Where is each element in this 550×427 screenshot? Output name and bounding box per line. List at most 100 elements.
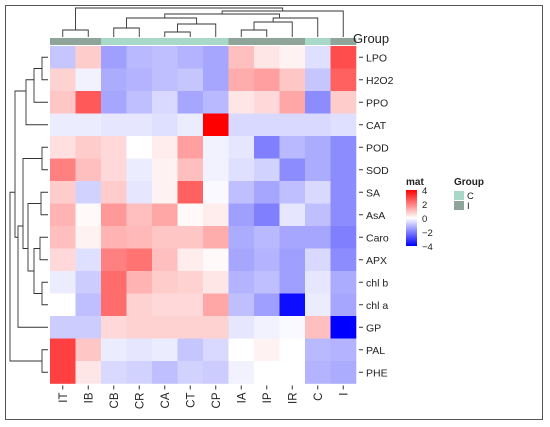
column-label: IP [262,392,274,403]
heatmap-cell-lpo-c [305,46,331,69]
heatmap-cell-gp-ir [279,316,306,339]
heatmap-cell-ppo-c [305,91,331,114]
row-label: H2O2 [366,75,394,87]
heatmap-cell-pal-ir [279,338,306,362]
heatmap-cell-sa-cp [203,181,229,204]
heatmap-cell-caro-ir [279,226,306,249]
heatmap-cell-gp-ip [254,316,280,339]
heatmap-cell-sod-cr [126,158,153,182]
heatmap-cell-asa-ca [152,203,178,227]
heatmap-cell-apx-ct [177,248,204,272]
group-annotation-cell [50,38,76,45]
group-legend-swatch [454,191,464,200]
dendrogram-branch [33,248,42,294]
dendrogram-branch [164,31,191,37]
heatmap-cell-ppo-i [330,91,357,114]
group-annotation-cell [126,38,153,45]
heatmap-cell-phe-cr [126,361,153,384]
heatmap-cell-pod-ia [228,136,255,159]
column-label: CP [211,392,223,408]
heatmap-cell-cat-ir [279,113,306,137]
heatmap-cell-caro-cp [203,226,229,249]
heatmap-cell-cat-cp [203,113,229,137]
heatmap-cell-sod-ct [177,158,204,182]
heatmap-cell-cat-ca [152,113,178,137]
heatmap-cell-pal-ip [254,338,280,362]
heatmap-cell-chl-b-i [330,271,357,294]
heatmap-cell-apx-ip [254,248,280,272]
heatmap-cell-chl-a-ip [254,293,280,317]
heatmap-cell-chl-a-ir [279,293,306,317]
heatmap-cell-apx-ca [152,248,178,272]
heatmap-cell-sa-ia [228,181,255,204]
heatmap-cell-cat-ia [228,113,255,137]
heatmap-cell-asa-c [305,203,331,227]
dendrogram-branch [41,349,48,373]
dendrogram-branch [40,191,48,216]
row-label: PPO [366,97,388,109]
heatmap-cell-gp-cb [101,316,127,339]
heatmap-cell-pal-c [305,338,331,362]
heatmap-cell-phe-i [330,361,357,384]
heatmap-cell-lpo-it [50,46,76,69]
group-legend: Group CI [454,177,484,212]
heatmap-cell-sod-cp [203,158,229,182]
heatmap-cell-caro-cr [126,226,153,249]
column-label: CT [185,393,197,408]
column-dendrogram [62,7,344,37]
heatmap-cell-caro-ia [228,226,255,249]
group-annotation-cell [228,38,255,45]
heatmap-cell-pod-i [330,136,357,159]
heatmap-cell-asa-cr [126,203,153,227]
heatmap-cell-chl-b-ia [228,271,255,294]
group-annotation-cell [330,38,357,45]
heatmap-cell-phe-c [305,361,331,384]
heatmap-cell-cat-it [50,113,76,137]
heatmap-cell-pod-cr [126,136,153,159]
heatmap-cell-lpo-cp [203,46,229,69]
dendrogram-branch [27,203,41,272]
heatmap-cell-pal-ib [75,338,102,362]
heatmap-cell-lpo-i [330,46,357,69]
heatmap-cell-sa-ir [279,181,306,204]
dendrogram-branch [75,7,284,30]
heatmap-cell-chl-a-ia [228,293,255,317]
heatmap-cell-h2o2-cp [203,68,229,92]
heatmap-cell-apx-cp [203,248,229,272]
heatmap-cell-chl-a-ib [75,293,102,317]
heatmap-cell-phe-cp [203,361,229,384]
dendrogram-branch [17,225,48,328]
heatmap-cell-phe-ca [152,361,178,384]
dendrogram-branch [272,17,319,37]
colorbar-tick-label: −2 [422,228,433,239]
row-dendrogram [9,56,48,373]
heatmap-cell-pal-i [330,338,357,362]
group-annotation-bar [50,38,357,45]
heatmap-cell-ppo-cb [101,91,127,114]
dendrogram-branch [41,56,48,81]
heatmap-cell-apx-cr [126,248,153,272]
heatmap-cell-sod-ca [152,158,178,182]
heatmap-cell-sod-cb [101,158,127,182]
heatmap-cell-h2o2-ir [279,68,306,92]
row-label: AsA [366,210,385,222]
figure-frame: Group LPO H2O2 PPO CAT POD SOD SA AsA Caro APX chl… [5,5,543,420]
heatmap-cell-asa-ct [177,203,204,227]
dendrogram-branch [14,90,26,238]
heatmap-cell-pal-ca [152,338,178,362]
heatmap-cell-phe-ib [75,361,102,384]
heatmap-cell-gp-c [305,316,331,339]
heatmap-cell-chl-b-ca [152,271,178,294]
row-label: LPO [366,52,387,64]
colorbar-tick-label: −4 [422,242,433,253]
heatmap-cell-sa-i [330,181,357,204]
heatmap-cell-lpo-ia [228,46,255,69]
heatmap-cell-sa-ca [152,181,178,204]
heatmap-cell-pal-ia [228,338,255,362]
heatmap-cell-pal-cb [101,338,127,362]
dendrogram-branch [9,191,42,362]
heatmap-cell-h2o2-ib [75,68,102,92]
row-labels: LPO H2O2 PPO CAT POD SOD SA AsA Caro APX chl b chl … [359,52,394,379]
heatmap-cell-chl-a-ca [152,293,178,317]
row-label: SOD [366,165,389,177]
